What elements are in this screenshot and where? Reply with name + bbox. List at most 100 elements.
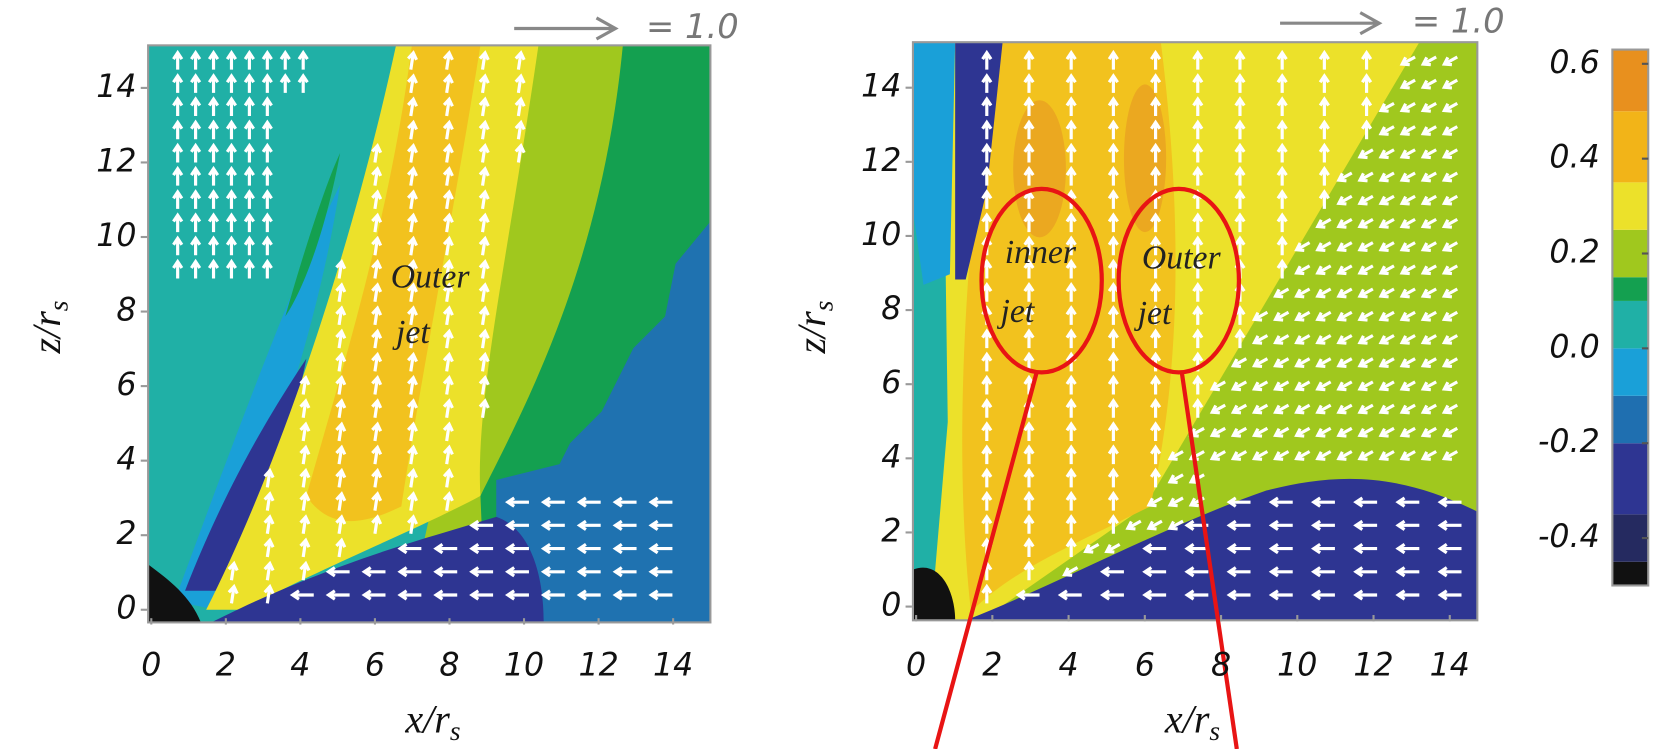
velocity-arrow bbox=[1023, 119, 1035, 140]
velocity-arrow bbox=[299, 467, 311, 488]
velocity-arrow bbox=[1251, 403, 1269, 415]
velocity-arrow bbox=[1378, 125, 1395, 136]
velocity-arrow bbox=[540, 566, 565, 578]
y-tick-label: 12 bbox=[861, 143, 901, 179]
velocity-arrow bbox=[371, 166, 383, 186]
velocity-arrow bbox=[1234, 212, 1246, 233]
velocity-arrow bbox=[540, 589, 565, 601]
velocity-arrow bbox=[1150, 398, 1162, 418]
velocity-arrow bbox=[1378, 241, 1395, 252]
colorbar-tick-label: 0.6 bbox=[1549, 45, 1599, 81]
velocity-arrow bbox=[1276, 165, 1288, 186]
velocity-arrow bbox=[442, 375, 454, 395]
velocity-arrow bbox=[1230, 426, 1248, 438]
velocity-arrow bbox=[1192, 73, 1204, 93]
y-tick-label: 2 bbox=[881, 513, 901, 549]
velocity-arrow bbox=[1107, 467, 1119, 488]
plot-frame bbox=[147, 44, 712, 624]
velocity-arrow bbox=[407, 189, 418, 210]
velocity-arrow bbox=[243, 73, 255, 93]
x-tick-label: 10 bbox=[1277, 648, 1317, 684]
velocity-arrow bbox=[648, 566, 673, 578]
x-axis-label: x/rs bbox=[1164, 697, 1220, 747]
velocity-arrow bbox=[299, 537, 311, 558]
velocity-arrow bbox=[1353, 543, 1378, 555]
velocity-arrow bbox=[1395, 496, 1420, 508]
y-axis-label-main: z/r bbox=[789, 311, 834, 355]
velocity-arrow bbox=[1420, 380, 1437, 392]
velocity-arrow bbox=[1230, 450, 1248, 461]
velocity-arrow bbox=[1023, 490, 1035, 511]
velocity-arrow bbox=[1268, 543, 1293, 555]
velocity-arrow bbox=[261, 96, 273, 117]
region bbox=[965, 478, 1478, 621]
velocity-arrow bbox=[1083, 542, 1100, 554]
velocity-arrow bbox=[225, 165, 238, 186]
velocity-arrow bbox=[1150, 73, 1162, 93]
velocity-arrow bbox=[1357, 426, 1374, 438]
velocity-arrow bbox=[1441, 171, 1459, 183]
velocity-arrow bbox=[1276, 49, 1288, 70]
velocity-arrow bbox=[1150, 165, 1162, 186]
x-axis-label-main: x/r bbox=[1164, 697, 1210, 742]
velocity-arrow bbox=[1234, 328, 1246, 349]
velocity-arrow bbox=[1273, 334, 1290, 345]
velocity-arrow bbox=[1167, 496, 1184, 508]
velocity-arrow bbox=[1276, 189, 1288, 209]
colorbar-band bbox=[1612, 277, 1649, 301]
velocity-arrow bbox=[576, 566, 601, 578]
x-tick-label: 2 bbox=[216, 648, 236, 684]
velocity-arrow bbox=[1336, 426, 1353, 438]
y-tick-label: 6 bbox=[116, 367, 136, 403]
velocity-arrow bbox=[1378, 287, 1395, 299]
y-tick-label: 8 bbox=[881, 291, 901, 327]
velocity-arrow bbox=[1065, 398, 1077, 418]
velocity-arrow bbox=[1150, 467, 1162, 488]
velocity-arrow bbox=[540, 543, 565, 555]
x-tick-label: 14 bbox=[1430, 648, 1470, 684]
velocity-arrow bbox=[243, 235, 255, 256]
velocity-arrow bbox=[442, 444, 454, 465]
velocity-arrow bbox=[1399, 55, 1416, 67]
velocity-arrow bbox=[478, 73, 490, 94]
velocity-arrow bbox=[1318, 142, 1330, 163]
velocity-arrow bbox=[263, 583, 275, 604]
reference-vector bbox=[514, 11, 1383, 41]
velocity-arrow bbox=[279, 73, 291, 93]
velocity-arrow bbox=[1315, 334, 1332, 345]
reference-arrow bbox=[1280, 11, 1383, 36]
velocity-arrow bbox=[442, 96, 454, 117]
velocity-arrow bbox=[207, 73, 220, 93]
velocity-arrow bbox=[1441, 264, 1459, 276]
velocity-arrow bbox=[261, 73, 273, 93]
velocity-arrow bbox=[1357, 334, 1374, 345]
annotation: Outer bbox=[1142, 239, 1222, 276]
velocity-arrow bbox=[1353, 589, 1378, 601]
velocity-arrow bbox=[263, 491, 275, 511]
velocity-arrow bbox=[1420, 287, 1437, 299]
velocity-arrow bbox=[1226, 566, 1251, 578]
velocity-arrow bbox=[981, 421, 993, 441]
velocity-arrow bbox=[433, 589, 458, 601]
reference-arrow bbox=[514, 16, 619, 41]
velocity-arrow bbox=[190, 258, 202, 279]
region bbox=[185, 358, 307, 591]
velocity-arrow bbox=[1150, 421, 1162, 441]
velocity-arrow bbox=[371, 375, 383, 395]
velocity-arrow bbox=[1209, 403, 1226, 415]
velocity-arrow bbox=[1099, 589, 1124, 601]
velocity-arrow bbox=[325, 589, 350, 601]
velocity-arrow bbox=[1065, 235, 1077, 256]
annotation: jet bbox=[1134, 295, 1173, 332]
velocity-arrow bbox=[1399, 264, 1416, 276]
velocity-arrow bbox=[335, 491, 347, 511]
velocity-arrow bbox=[1167, 450, 1184, 461]
velocity-arrow bbox=[1150, 444, 1162, 465]
velocity-arrow bbox=[1268, 566, 1293, 578]
y-tick-label: 12 bbox=[96, 143, 136, 179]
velocity-arrow bbox=[514, 73, 526, 94]
velocity-arrow bbox=[981, 351, 993, 372]
velocity-arrow bbox=[469, 543, 494, 555]
velocity-arrow bbox=[371, 305, 383, 326]
region bbox=[285, 152, 341, 317]
